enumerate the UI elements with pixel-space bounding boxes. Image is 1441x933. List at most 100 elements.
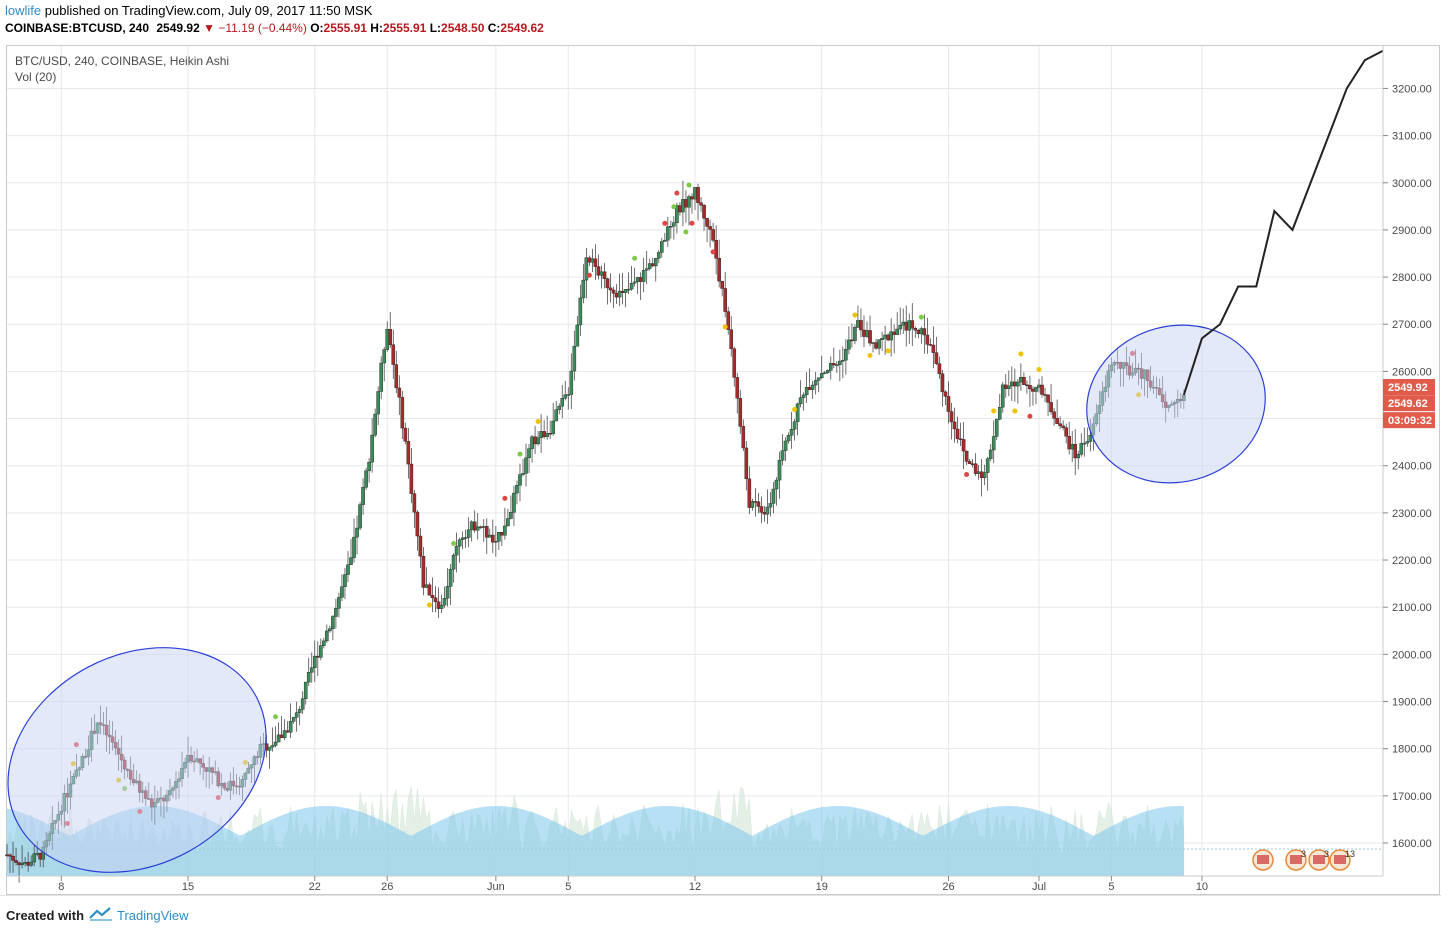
candle-body <box>385 329 390 350</box>
tradingview-logo-icon[interactable] <box>88 906 114 922</box>
candle-body <box>1000 384 1005 408</box>
candle-body <box>17 862 21 866</box>
price-tick-label: 2400.00 <box>1392 461 1432 473</box>
tradingview-link[interactable]: TradingView <box>117 908 189 923</box>
candle-body <box>491 534 495 543</box>
candle-body <box>693 187 697 200</box>
publish-line: lowlife published on TradingView.com, Ju… <box>5 3 372 18</box>
price-tick-label: 2600.00 <box>1392 366 1432 378</box>
candle-body <box>297 709 302 713</box>
candle-body <box>1088 435 1093 442</box>
candle-body <box>913 328 918 331</box>
candle-body <box>415 511 420 537</box>
candle-body <box>880 338 884 340</box>
signal-dot <box>586 272 592 278</box>
candle-body <box>632 281 637 284</box>
candle-body <box>653 258 658 267</box>
candle-body <box>436 601 441 609</box>
candle-body <box>340 586 344 598</box>
candle-body <box>454 545 459 556</box>
price-badge-last <box>1383 379 1435 396</box>
candle-body <box>723 288 727 312</box>
symbol-label[interactable]: COINBASE:BTCUSD, 240 <box>5 21 150 35</box>
flag-stripe <box>1334 855 1346 864</box>
candle-body <box>862 329 866 337</box>
candle-body <box>931 344 936 353</box>
author-link[interactable]: lowlife <box>5 3 42 18</box>
signal-dot <box>451 540 457 546</box>
price-tick-label: 1900.00 <box>1392 697 1432 709</box>
volume-legend[interactable]: Vol (20) <box>15 70 57 84</box>
price-badge-close-label: 2549.62 <box>1388 398 1428 410</box>
candle-body <box>669 225 673 228</box>
candle-body <box>575 324 580 347</box>
candle-body <box>545 433 549 437</box>
candle-body <box>448 568 453 587</box>
candle-body <box>660 241 664 253</box>
candle-body <box>430 595 435 599</box>
price-axis: 1600.00 1700.00 1800.00 1900.00 2000.00 2100.… <box>1382 46 1432 876</box>
last-price: 2549.92 <box>156 21 200 35</box>
flag-count: 13 <box>1345 849 1355 859</box>
price-tick-label: 3100.00 <box>1392 131 1432 143</box>
candle-body <box>690 196 694 200</box>
signal-dot <box>689 220 695 226</box>
candle-body <box>442 598 447 606</box>
candle-body <box>282 730 287 738</box>
candle-body <box>566 394 571 396</box>
candle-body <box>777 460 782 481</box>
candle-body <box>856 320 860 328</box>
price-tick-label: 2200.00 <box>1392 555 1432 567</box>
candle-body <box>641 270 646 282</box>
candle-body <box>409 463 414 494</box>
candle-body <box>379 362 383 392</box>
price-tick-label: 2700.00 <box>1392 319 1432 331</box>
candle-body <box>331 616 335 629</box>
highlight-ellipses <box>7 324 1266 873</box>
candle-body <box>988 449 993 459</box>
candle-body <box>303 681 308 699</box>
candle-body <box>1073 444 1078 459</box>
open-value: 2555.91 <box>323 21 367 35</box>
signal-dot <box>867 353 873 359</box>
open-label: O: <box>310 21 324 35</box>
candle-body <box>1019 377 1023 383</box>
candle-body <box>687 196 691 208</box>
signal-dot <box>683 229 689 235</box>
price-tick-label: 1600.00 <box>1392 838 1432 850</box>
candle-body <box>439 604 444 609</box>
candle-body <box>524 457 528 474</box>
candle-body <box>1058 423 1062 427</box>
series-legend[interactable]: BTC/USD, 240, COINBASE, Heikin Ashi <box>15 54 230 68</box>
candle-body <box>35 853 39 855</box>
candle-body <box>1040 384 1044 395</box>
signal-dot <box>662 220 668 226</box>
candle-body <box>325 630 329 642</box>
candle-body <box>768 503 773 508</box>
candle-body <box>952 421 957 430</box>
candle-body <box>958 438 963 440</box>
price-tick-label: 2300.00 <box>1392 508 1432 520</box>
time-tick-label: 10 <box>1196 881 1208 893</box>
time-axis: 8 15 22 26 Jun 5 12 19 26 Jul 5 10 <box>7 875 1383 893</box>
candle-body <box>312 655 317 669</box>
candle-body <box>1067 436 1071 450</box>
candle-body <box>699 202 703 206</box>
candle-body <box>1085 441 1090 444</box>
candle-body <box>940 373 945 393</box>
candle-body <box>850 339 854 342</box>
candle-body <box>859 320 863 331</box>
candle-body <box>747 478 752 508</box>
candle-body <box>267 746 272 751</box>
signal-dot <box>1027 413 1033 419</box>
candle-body <box>1079 443 1084 455</box>
candle-body <box>635 277 640 282</box>
candle-body <box>895 328 899 335</box>
candle-body <box>741 426 746 449</box>
publish-text: published on TradingView.com, July 09, 2… <box>44 3 373 18</box>
volume-ma-area <box>7 806 1184 876</box>
candle-body <box>466 529 471 538</box>
candle-body <box>853 327 857 341</box>
candle-body <box>533 436 537 445</box>
